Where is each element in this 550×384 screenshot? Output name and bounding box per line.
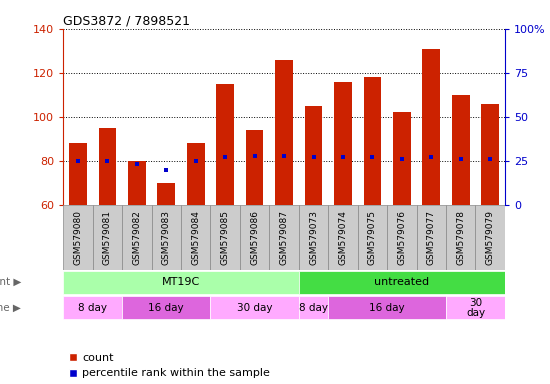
- Text: GDS3872 / 7898521: GDS3872 / 7898521: [63, 15, 190, 28]
- FancyBboxPatch shape: [358, 205, 387, 270]
- Text: agent ▶: agent ▶: [0, 277, 21, 287]
- Bar: [187, 143, 205, 205]
- FancyBboxPatch shape: [270, 205, 299, 270]
- Text: GSM579086: GSM579086: [250, 210, 259, 265]
- Bar: [364, 77, 381, 205]
- FancyBboxPatch shape: [328, 296, 446, 319]
- Text: GSM579075: GSM579075: [368, 210, 377, 265]
- FancyBboxPatch shape: [328, 205, 358, 270]
- Bar: [275, 60, 293, 205]
- Text: time ▶: time ▶: [0, 303, 21, 313]
- Text: 16 day: 16 day: [148, 303, 184, 313]
- Bar: [157, 183, 175, 205]
- Legend: count, percentile rank within the sample: count, percentile rank within the sample: [69, 353, 270, 379]
- FancyBboxPatch shape: [299, 205, 328, 270]
- Bar: [481, 104, 499, 205]
- Text: GSM579076: GSM579076: [397, 210, 406, 265]
- Text: GSM579078: GSM579078: [456, 210, 465, 265]
- FancyBboxPatch shape: [299, 271, 505, 294]
- Bar: [128, 161, 146, 205]
- FancyBboxPatch shape: [446, 205, 475, 270]
- Text: 16 day: 16 day: [369, 303, 405, 313]
- FancyBboxPatch shape: [446, 296, 505, 319]
- Text: 8 day: 8 day: [299, 303, 328, 313]
- FancyBboxPatch shape: [152, 205, 181, 270]
- Text: GSM579085: GSM579085: [221, 210, 230, 265]
- FancyBboxPatch shape: [63, 205, 93, 270]
- Text: GSM579077: GSM579077: [427, 210, 436, 265]
- Bar: [305, 106, 322, 205]
- Bar: [393, 113, 411, 205]
- Text: GSM579080: GSM579080: [74, 210, 82, 265]
- FancyBboxPatch shape: [475, 205, 505, 270]
- FancyBboxPatch shape: [63, 271, 299, 294]
- FancyBboxPatch shape: [181, 205, 211, 270]
- FancyBboxPatch shape: [416, 205, 446, 270]
- FancyBboxPatch shape: [122, 296, 211, 319]
- Text: 8 day: 8 day: [78, 303, 107, 313]
- Text: MT19C: MT19C: [162, 277, 200, 287]
- Bar: [422, 49, 440, 205]
- Text: 30
day: 30 day: [466, 298, 485, 318]
- FancyBboxPatch shape: [63, 296, 122, 319]
- FancyBboxPatch shape: [387, 205, 416, 270]
- Bar: [216, 84, 234, 205]
- FancyBboxPatch shape: [211, 205, 240, 270]
- Bar: [69, 143, 87, 205]
- Text: GSM579079: GSM579079: [486, 210, 494, 265]
- Text: GSM579073: GSM579073: [309, 210, 318, 265]
- Text: untreated: untreated: [375, 277, 430, 287]
- Text: GSM579082: GSM579082: [133, 210, 141, 265]
- FancyBboxPatch shape: [93, 205, 122, 270]
- Text: GSM579083: GSM579083: [162, 210, 171, 265]
- FancyBboxPatch shape: [211, 296, 299, 319]
- Text: GSM579084: GSM579084: [191, 210, 200, 265]
- Bar: [452, 95, 470, 205]
- Bar: [334, 82, 352, 205]
- FancyBboxPatch shape: [122, 205, 152, 270]
- Bar: [98, 128, 116, 205]
- Text: GSM579074: GSM579074: [338, 210, 348, 265]
- Text: GSM579081: GSM579081: [103, 210, 112, 265]
- FancyBboxPatch shape: [240, 205, 270, 270]
- Bar: [246, 130, 263, 205]
- FancyBboxPatch shape: [299, 296, 328, 319]
- Text: 30 day: 30 day: [237, 303, 272, 313]
- Text: GSM579087: GSM579087: [279, 210, 289, 265]
